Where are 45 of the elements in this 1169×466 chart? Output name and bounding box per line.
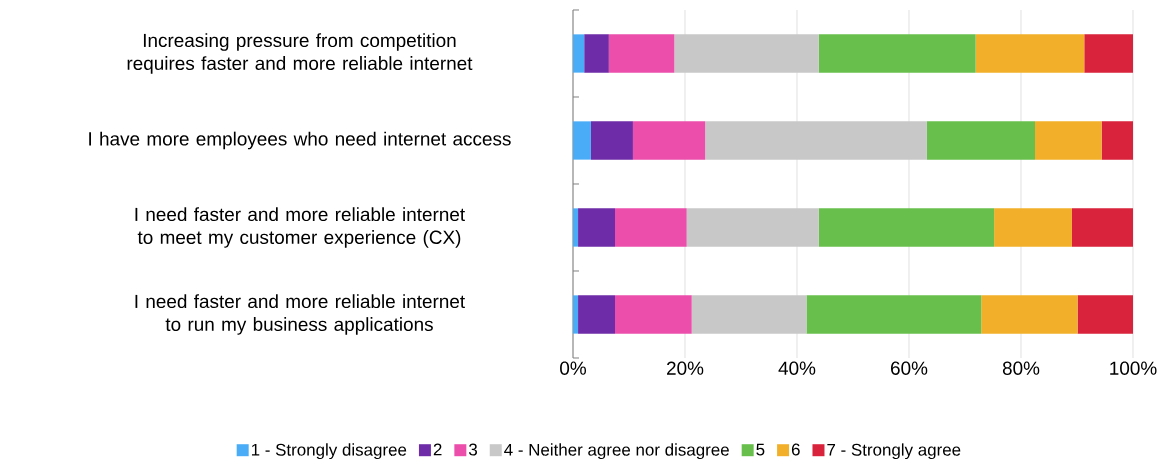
bar <box>1071 208 1134 247</box>
bar <box>806 295 982 334</box>
bar <box>926 121 1035 160</box>
bar <box>608 34 675 73</box>
bar <box>578 208 615 247</box>
bar <box>818 208 995 247</box>
bar <box>691 295 807 334</box>
legend-label: 3 <box>468 443 477 456</box>
bar <box>584 34 609 73</box>
x-tick-label: 60% <box>891 361 928 375</box>
bar <box>994 208 1072 247</box>
legend-label: 6 <box>791 443 800 456</box>
legend-label: 7 - Strongly agree <box>827 443 961 460</box>
bar <box>981 295 1078 334</box>
bar <box>573 34 585 73</box>
y-tick-label: I need faster and more reliable internet to run my business applications <box>135 294 465 335</box>
legend-label: 5 <box>756 443 765 456</box>
legend-label: 1 - Strongly disagree <box>251 443 407 460</box>
legend-label: 2 <box>433 443 442 456</box>
bar <box>615 208 687 247</box>
bar <box>573 295 579 334</box>
bar <box>590 121 633 160</box>
bar <box>615 295 692 334</box>
x-tick-label: 100% <box>1110 361 1157 375</box>
legend-label: 4 - Neither agree nor disagree <box>504 443 729 460</box>
bar <box>632 121 706 160</box>
bar <box>1084 34 1134 73</box>
x-tick-label: 40% <box>778 361 816 375</box>
bar <box>1101 121 1134 160</box>
x-tick-label: 20% <box>667 361 704 375</box>
bar <box>1077 295 1134 334</box>
y-tick-label: I need faster and more reliable internet to meet my customer experience (CX) <box>135 207 465 248</box>
bar <box>578 295 615 334</box>
bar <box>975 34 1085 73</box>
bar <box>1035 121 1102 160</box>
bar <box>818 34 976 73</box>
bar <box>573 121 591 160</box>
y-tick-label: I have more employees who need internet access <box>89 131 511 150</box>
bar <box>674 34 819 73</box>
bar <box>573 208 579 247</box>
bar <box>705 121 927 160</box>
bar <box>686 208 819 247</box>
x-tick-label: 0% <box>560 361 587 375</box>
x-tick-label: 80% <box>1002 361 1040 375</box>
y-tick-label: Increasing pressure from competition requires faster and more reliable internet <box>127 33 473 74</box>
